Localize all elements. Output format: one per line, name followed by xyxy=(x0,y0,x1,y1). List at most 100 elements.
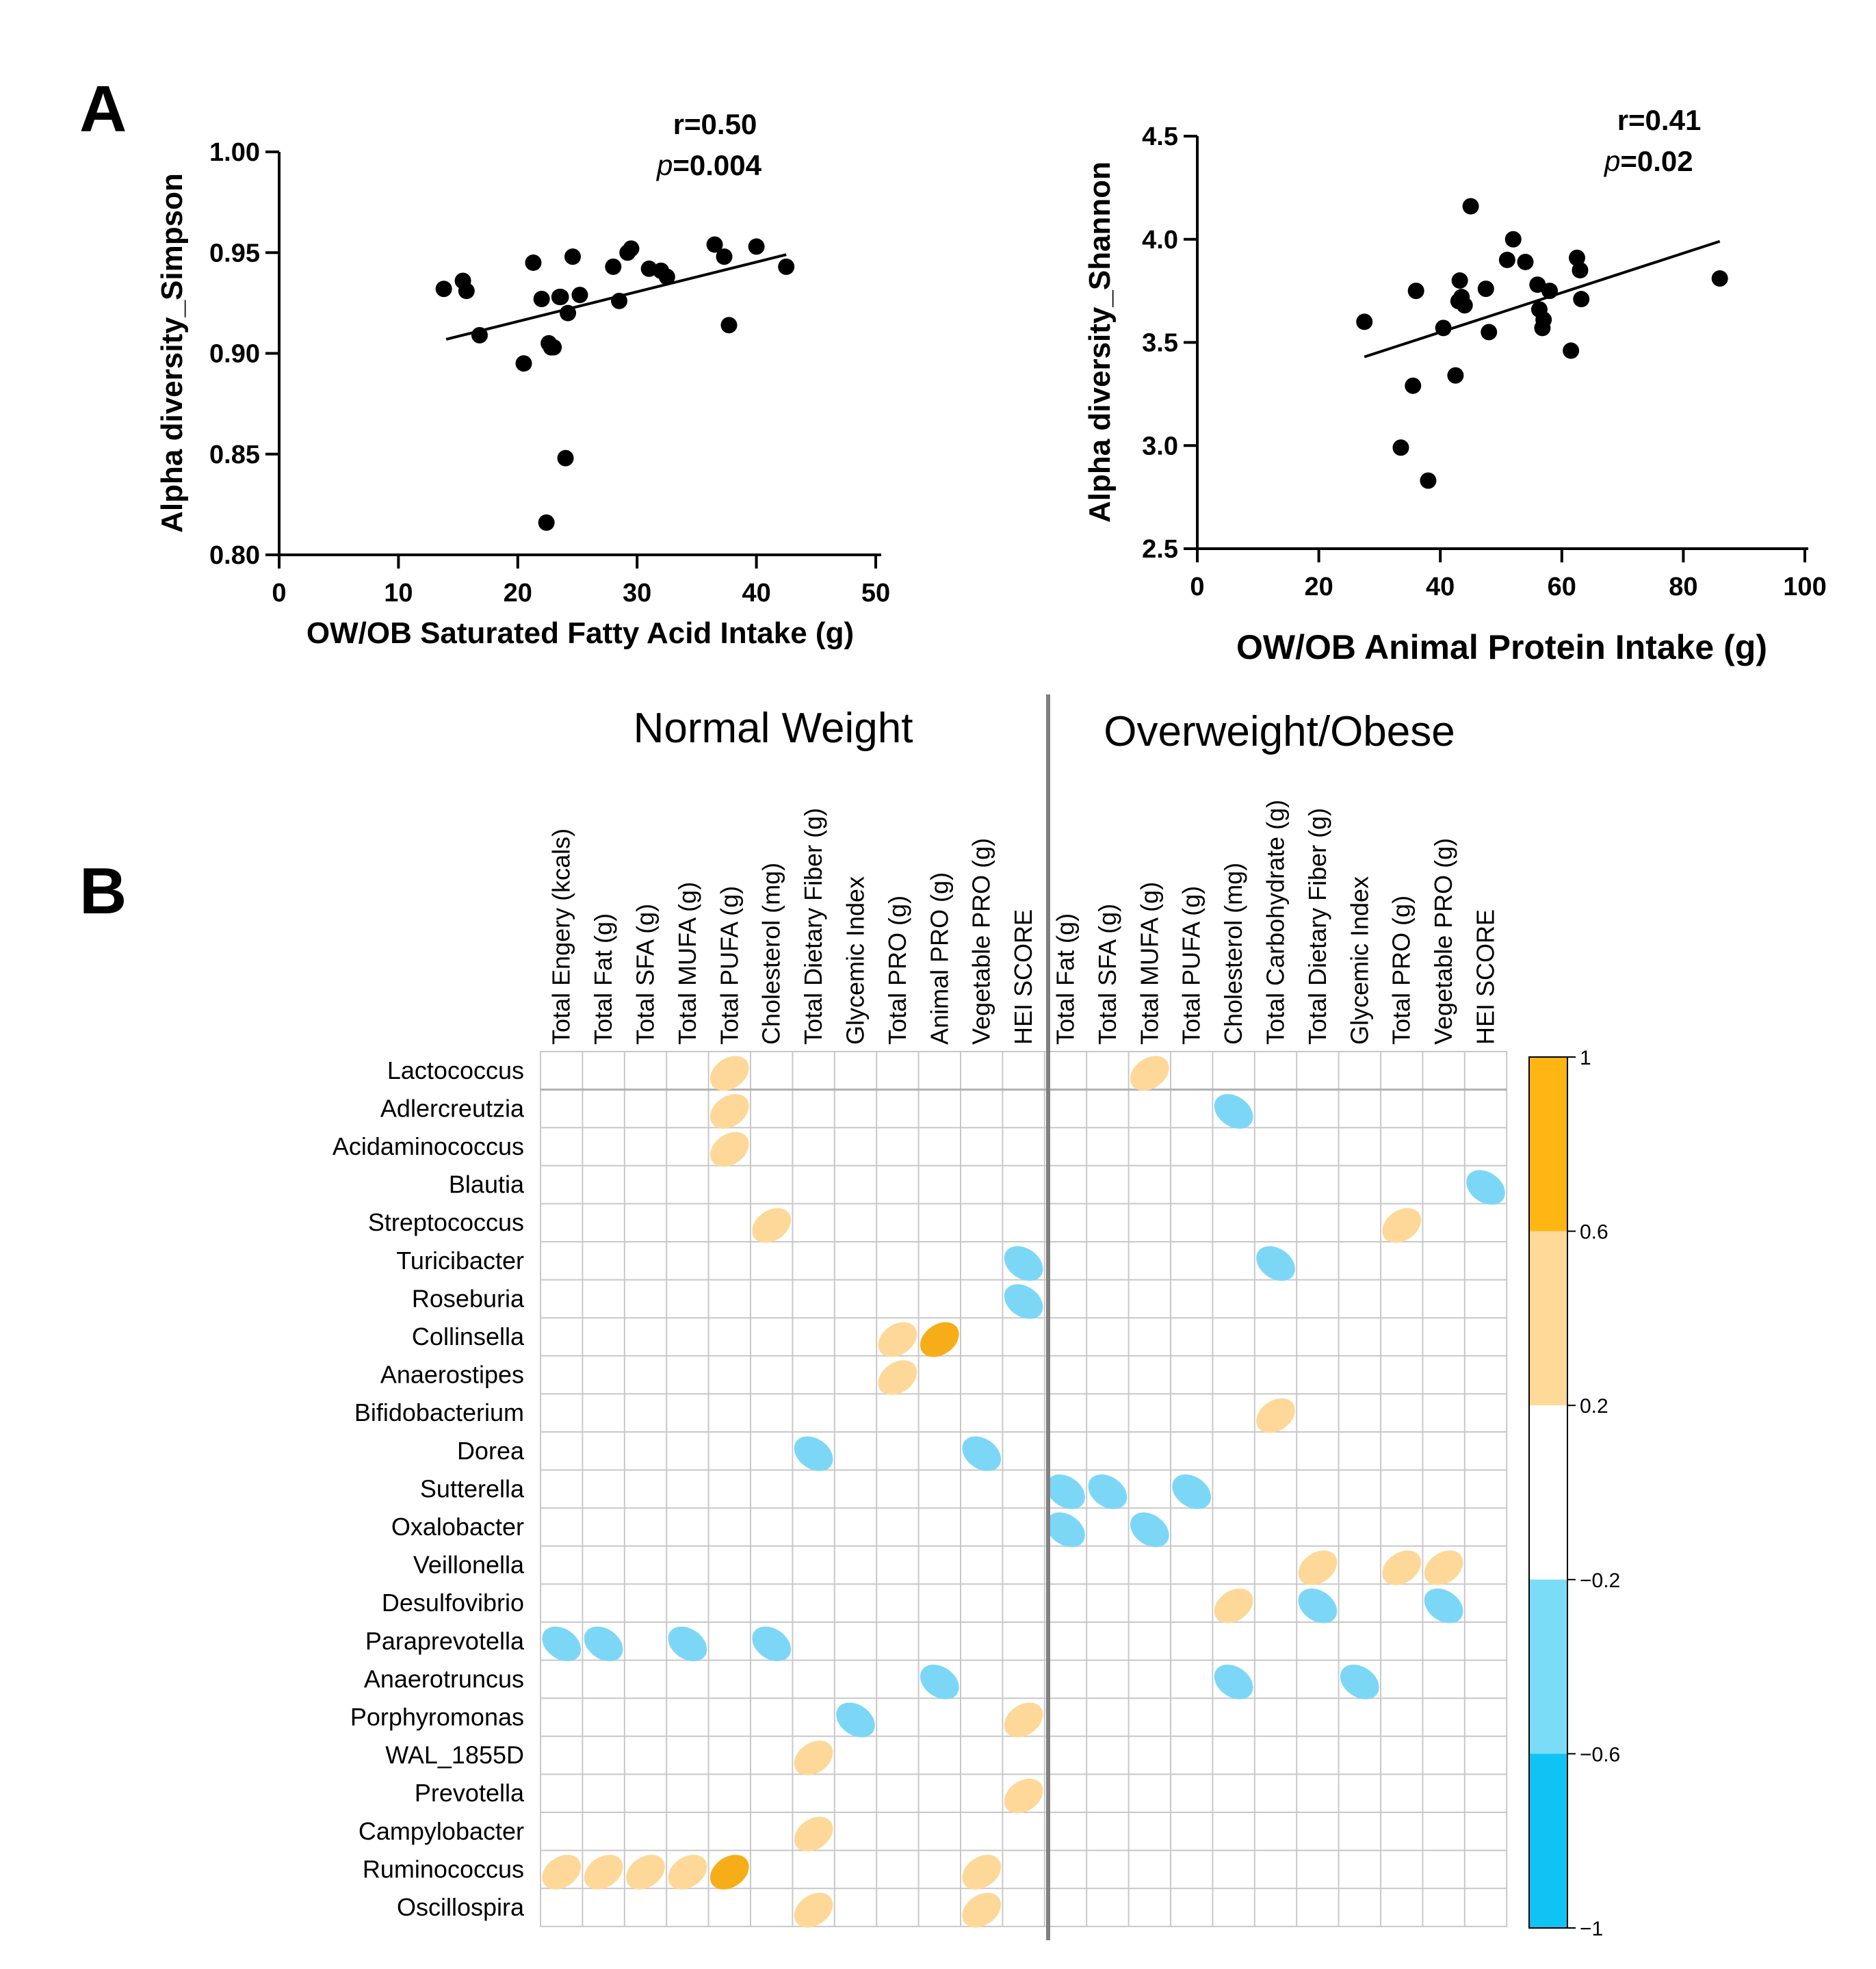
correlation-ellipse xyxy=(709,1094,749,1129)
legend-label: 1 xyxy=(1580,1047,1591,1069)
y-tick-label: 0.80 xyxy=(209,541,260,570)
row-label: Turicibacter xyxy=(396,1247,524,1275)
data-point xyxy=(1541,283,1559,300)
correlation-ellipse xyxy=(1088,1474,1128,1509)
correlation-heatmap: Normal Weight Overweight/Obese Total Eng… xyxy=(333,694,1620,1940)
data-point xyxy=(1535,311,1552,328)
column-label: Vegetable PRO (g) xyxy=(967,838,995,1045)
correlation-ellipse xyxy=(962,1436,1002,1472)
fit-line xyxy=(1364,239,1721,358)
row-label: Anaerostipes xyxy=(380,1361,524,1389)
row-label: Paraprevotella xyxy=(365,1627,525,1655)
x-tick-label: 100 xyxy=(1783,573,1826,601)
data-point xyxy=(1451,272,1468,289)
data-point xyxy=(564,248,582,265)
p-annotation: p=0.004 xyxy=(655,149,762,181)
x-tick-label: 50 xyxy=(861,579,890,608)
column-label: Vegetable PRO (g) xyxy=(1429,838,1457,1045)
y-tick-label: 3.5 xyxy=(1142,329,1178,358)
correlation-ellipse xyxy=(878,1322,917,1357)
x-tick-label: 20 xyxy=(1304,573,1333,601)
column-label: HEI SCORE xyxy=(1009,909,1037,1045)
correlation-ellipse xyxy=(1004,1702,1043,1738)
y-axis-title: Alpha diversity_Shannon xyxy=(1083,161,1117,523)
data-point xyxy=(611,292,628,309)
row-label: Adlercreutzia xyxy=(380,1094,525,1122)
column-label: Cholesterol (mg) xyxy=(757,863,785,1045)
correlation-ellipse xyxy=(1382,1208,1422,1243)
data-point xyxy=(1477,281,1494,298)
data-point xyxy=(1447,367,1464,384)
correlation-ellipse xyxy=(794,1816,833,1852)
panel-label-a: A xyxy=(79,73,127,146)
column-label: Glycemic Index xyxy=(1345,876,1373,1045)
column-label: Total PRO (g) xyxy=(1388,896,1416,1045)
data-point xyxy=(525,254,542,271)
data-point xyxy=(658,268,675,285)
correlation-ellipse xyxy=(836,1702,875,1738)
column-label: Total Fat (g) xyxy=(1052,913,1080,1045)
correlation-ellipse xyxy=(920,1665,959,1699)
x-tick-label: 60 xyxy=(1548,573,1576,601)
correlation-ellipse xyxy=(794,1436,833,1472)
data-point xyxy=(1456,297,1473,314)
correlation-ellipse xyxy=(668,1626,707,1662)
correlation-ellipse xyxy=(1340,1665,1379,1699)
correlation-ellipse xyxy=(1004,1284,1043,1319)
x-axis-title: OW/OB Animal Protein Intake (g) xyxy=(1236,628,1767,666)
correlation-ellipse xyxy=(1382,1550,1422,1585)
data-point xyxy=(1498,251,1515,268)
correlation-ellipse xyxy=(920,1322,959,1357)
x-tick-label: 0 xyxy=(1190,573,1204,601)
data-point xyxy=(515,355,532,372)
column-label: Total PUFA (g) xyxy=(715,886,743,1045)
data-point xyxy=(1356,313,1373,330)
column-label: Total SFA (g) xyxy=(1093,904,1121,1045)
data-point xyxy=(1504,231,1522,248)
group-title-obese: Overweight/Obese xyxy=(1104,708,1455,755)
correlation-ellipse xyxy=(1298,1588,1338,1624)
y-tick-label: 3.0 xyxy=(1142,432,1178,460)
legend-label: −0.2 xyxy=(1580,1569,1620,1592)
y-tick-label: 0.95 xyxy=(209,239,260,268)
row-label: Ruminococcus xyxy=(363,1855,524,1883)
correlation-ellipse xyxy=(626,1855,665,1890)
correlation-ellipse xyxy=(1214,1588,1253,1624)
x-tick-label: 30 xyxy=(623,579,651,608)
correlation-ellipse xyxy=(752,1208,792,1243)
correlation-ellipse xyxy=(1256,1246,1295,1281)
legend-frame xyxy=(1528,1056,1568,1929)
r-annotation: r=0.41 xyxy=(1617,104,1702,136)
p-symbol: p xyxy=(1603,145,1620,177)
y-tick-label: 2.5 xyxy=(1142,535,1178,564)
data-point xyxy=(1420,472,1437,489)
legend-swatch xyxy=(1529,1405,1567,1580)
correlation-ellipse xyxy=(1214,1094,1253,1129)
data-point xyxy=(458,283,475,300)
column-label: Total Engery (kcals) xyxy=(547,829,575,1045)
correlation-ellipse xyxy=(1214,1665,1253,1699)
y-tick-label: 0.85 xyxy=(209,441,260,469)
correlation-ellipse xyxy=(1466,1170,1505,1205)
correlation-ellipse xyxy=(1046,1474,1085,1509)
correlation-ellipse xyxy=(962,1855,1002,1890)
data-point xyxy=(557,449,574,467)
row-label: Acidaminococcus xyxy=(333,1132,524,1160)
correlation-ellipse xyxy=(1424,1550,1463,1585)
column-label: Glycemic Index xyxy=(842,876,870,1045)
data-point xyxy=(533,290,550,307)
legend-label: −0.6 xyxy=(1580,1743,1620,1766)
row-label: Oscillospira xyxy=(397,1893,525,1921)
row-label: WAL_1855D xyxy=(385,1741,524,1769)
p-annotation: p=0.02 xyxy=(1603,145,1693,177)
correlation-ellipse xyxy=(709,1056,749,1091)
row-label: Sutterella xyxy=(420,1474,525,1502)
legend-label: 0.2 xyxy=(1580,1395,1608,1418)
column-label: Total PUFA (g) xyxy=(1177,886,1206,1045)
p-value: =0.02 xyxy=(1620,145,1693,177)
data-point xyxy=(545,339,562,356)
data-point xyxy=(1407,283,1424,300)
correlation-ellipse xyxy=(1004,1778,1043,1814)
correlation-ellipse xyxy=(1256,1398,1295,1433)
